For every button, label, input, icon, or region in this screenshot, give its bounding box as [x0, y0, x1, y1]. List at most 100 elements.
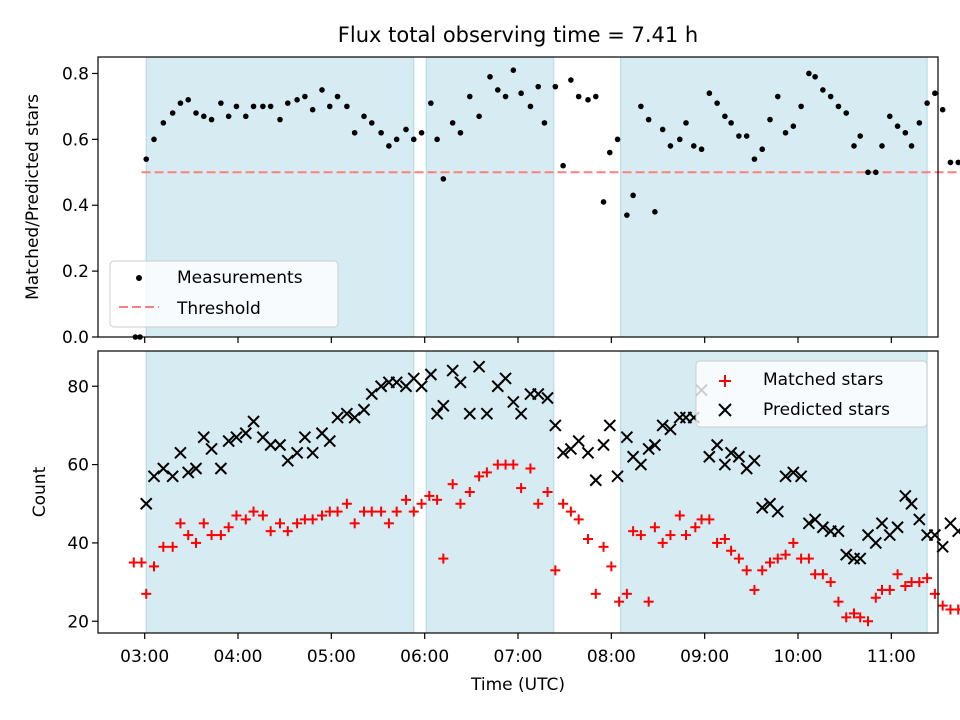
measurement-point [714, 100, 720, 106]
predicted-point [664, 423, 677, 436]
matched-point [401, 494, 411, 505]
matched-point [900, 581, 911, 591]
predicted-point [290, 446, 304, 460]
measurement-point [751, 156, 758, 162]
matched-point [772, 553, 783, 564]
measurement-point [568, 77, 574, 83]
matched-point [855, 612, 866, 623]
measurement-point [351, 129, 358, 136]
matched-point [438, 553, 449, 564]
y-tick-label: 0.0 [62, 328, 89, 348]
predicted-point [331, 411, 344, 424]
matched-point [674, 510, 685, 521]
matched-point [765, 557, 775, 568]
measurement-point [200, 113, 207, 120]
matched-point [606, 561, 617, 572]
matched-point [870, 592, 881, 603]
predicted-point [189, 462, 203, 475]
measurement-point [743, 133, 750, 139]
matched-point [341, 498, 352, 509]
predicted-point [182, 466, 195, 479]
measurement-point [575, 93, 582, 100]
measurement-point [728, 120, 734, 126]
measurement-point [820, 87, 826, 93]
matched-point [863, 616, 873, 627]
measurement-point [294, 97, 300, 103]
matched-point [780, 549, 791, 560]
matched-point [525, 463, 536, 474]
measurement-point [494, 87, 501, 93]
measurement-point [894, 123, 901, 129]
measurement-point [440, 176, 447, 182]
matched-point [704, 514, 715, 525]
x-tick-label: 08:00 [587, 647, 636, 667]
y-tick-label: 20 [67, 612, 89, 632]
measurement-point [606, 149, 613, 156]
measurement-point [706, 90, 713, 97]
predicted-point [415, 380, 428, 393]
predicted-point [589, 474, 602, 487]
chart-title: Flux total observing time = 7.41 h [338, 23, 698, 47]
matched-point [317, 510, 327, 521]
measurement-point [645, 116, 652, 123]
predicted-point [899, 489, 912, 503]
measurement-point [667, 143, 674, 149]
matched-point [749, 584, 760, 595]
measurement-point [806, 70, 812, 77]
measurement-point [418, 129, 425, 136]
measurement-point [344, 103, 350, 110]
predicted-point [140, 497, 153, 510]
measurement-point [403, 126, 409, 133]
predicted-point [514, 407, 528, 420]
matched-point [573, 514, 584, 525]
matched-point [657, 537, 668, 548]
measurement-point [902, 129, 909, 136]
measurement-point [233, 103, 240, 110]
predicted-point [174, 446, 187, 460]
matched-point [833, 596, 844, 607]
matched-point [884, 584, 895, 595]
y-tick-label: 0.2 [62, 262, 89, 282]
predicted-point [756, 501, 769, 514]
measurement-point [939, 106, 946, 113]
measurement-point [535, 83, 542, 90]
measurement-point [160, 120, 167, 126]
predicted-point [891, 521, 904, 534]
legend-measurement-marker [136, 275, 142, 281]
measurement-point [592, 93, 599, 100]
predicted-point [541, 391, 554, 405]
matched-point [841, 612, 852, 623]
y-tick-label: 0.4 [62, 196, 89, 216]
predicted-point [642, 442, 655, 456]
predicted-point [581, 446, 595, 460]
x-tick-label: 10:00 [774, 647, 823, 667]
matched-point [215, 530, 226, 541]
top-x-ticks [144, 337, 892, 343]
predicted-point [147, 470, 161, 483]
predicted-point [340, 407, 354, 420]
measurement-point [774, 93, 781, 100]
matched-point [141, 588, 152, 599]
bottom-y-ticks: 20 40 60 80 [67, 377, 98, 632]
measurement-point [624, 212, 630, 218]
predicted-point [430, 407, 444, 420]
measurement-point [518, 90, 524, 97]
matched-point [464, 487, 475, 497]
predicted-point [779, 470, 792, 483]
matched-point [424, 490, 435, 501]
matched-point [733, 553, 744, 564]
matched-point [516, 483, 527, 494]
predicted-point [499, 372, 512, 385]
predicted-point [374, 380, 388, 393]
measurement-point [185, 97, 192, 103]
matched-point [757, 565, 768, 576]
measurement-point [541, 120, 548, 126]
predicted-point [306, 446, 319, 460]
matched-point [681, 530, 691, 541]
predicted-point [718, 458, 732, 471]
legend-matched-label: Matched stars [763, 370, 883, 390]
measurement-point [659, 126, 666, 133]
predicted-point [802, 517, 816, 530]
matched-point [481, 467, 492, 478]
predicted-point [603, 419, 616, 432]
